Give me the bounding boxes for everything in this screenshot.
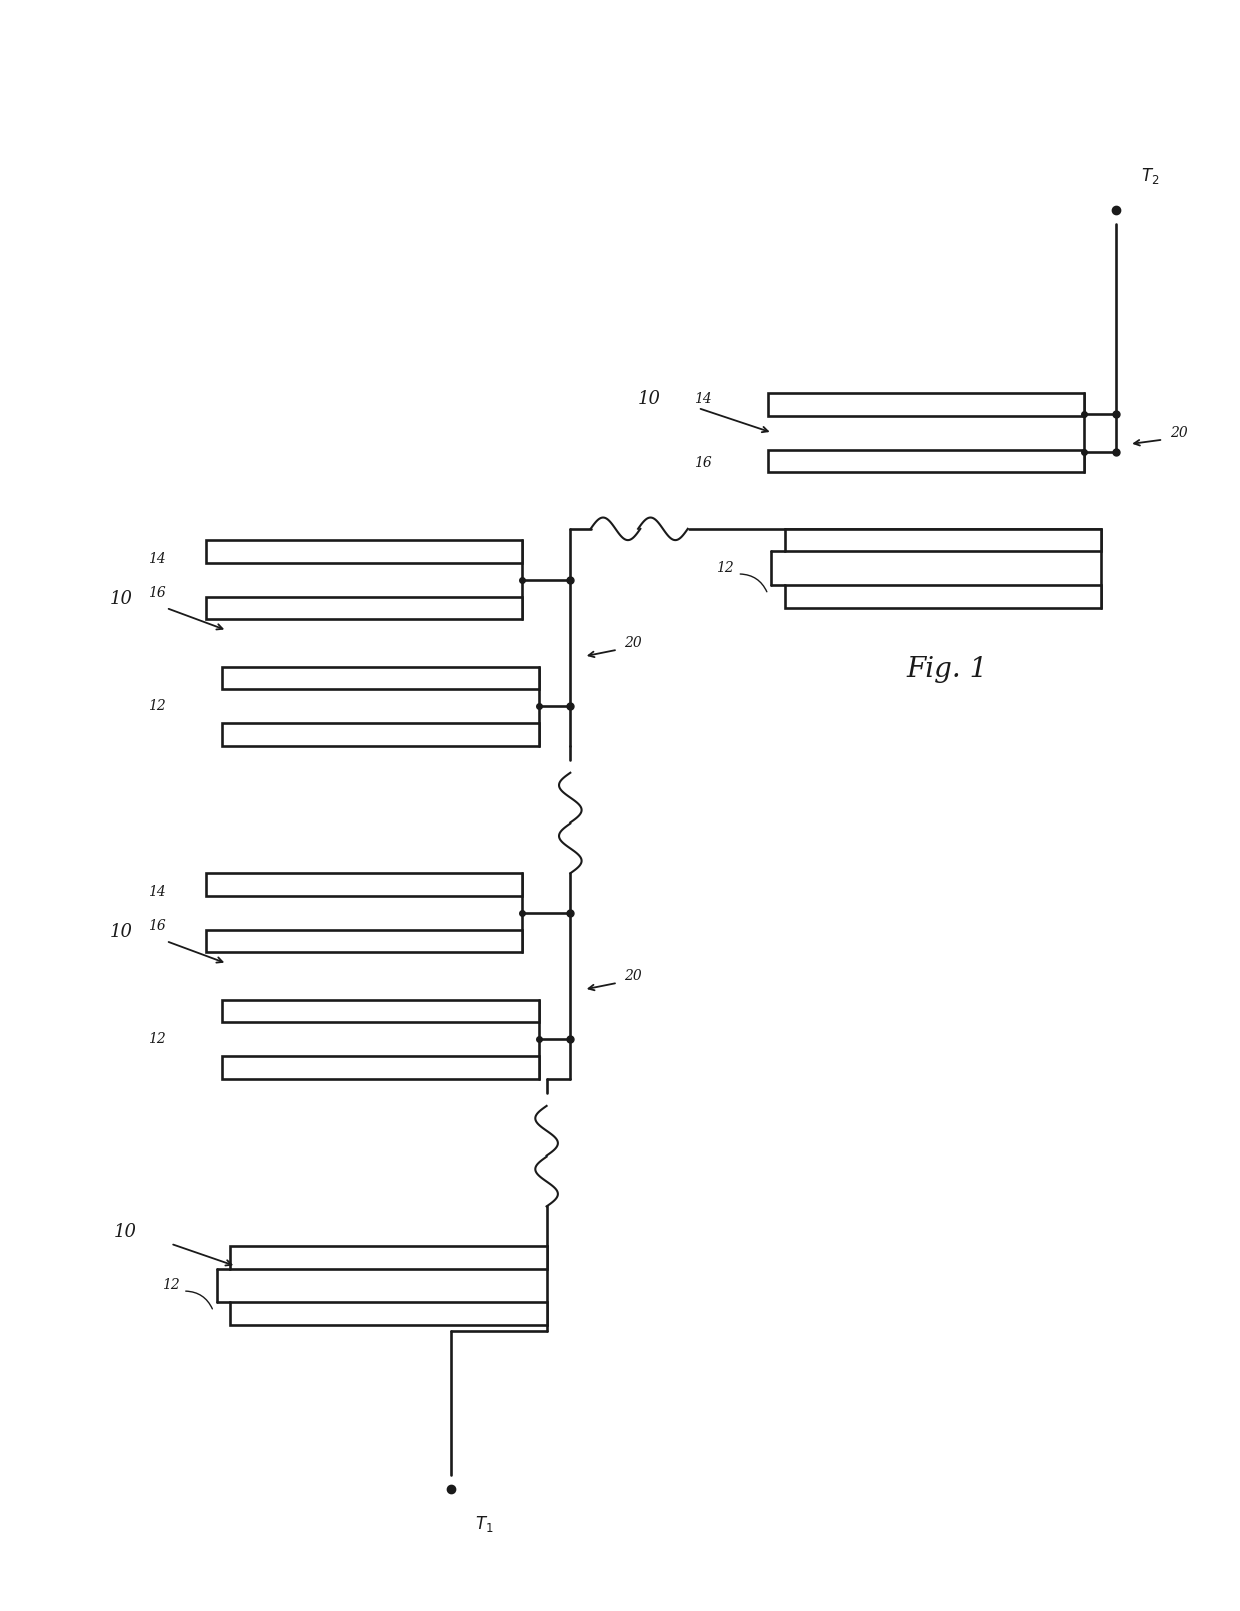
Bar — [222, 1000, 538, 1023]
Text: 20: 20 — [1171, 425, 1188, 440]
Text: $T_2$: $T_2$ — [1141, 166, 1159, 185]
Text: 16: 16 — [149, 920, 166, 933]
Bar — [222, 667, 538, 690]
Bar — [222, 1057, 538, 1079]
Text: 10: 10 — [114, 1223, 136, 1242]
Text: 10: 10 — [109, 590, 133, 607]
Text: $T_1$: $T_1$ — [475, 1514, 494, 1534]
Text: 10: 10 — [109, 923, 133, 941]
Bar — [206, 596, 522, 619]
Text: 16: 16 — [149, 586, 166, 601]
Text: Fig. 1: Fig. 1 — [906, 657, 988, 683]
Text: 12: 12 — [149, 1033, 166, 1046]
Bar — [206, 930, 522, 952]
Bar — [768, 393, 1084, 416]
Bar — [231, 1302, 547, 1324]
Bar — [222, 723, 538, 746]
Text: 12: 12 — [162, 1279, 180, 1292]
Bar — [206, 873, 522, 896]
Bar — [206, 540, 522, 562]
Bar — [785, 528, 1101, 551]
Text: 12: 12 — [149, 699, 166, 714]
Text: 14: 14 — [149, 886, 166, 899]
Text: 16: 16 — [693, 456, 712, 470]
Text: 14: 14 — [149, 553, 166, 567]
Text: 20: 20 — [625, 970, 642, 983]
Bar — [231, 1245, 547, 1268]
Text: 12: 12 — [717, 561, 734, 575]
Bar — [785, 585, 1101, 607]
Text: 20: 20 — [625, 636, 642, 649]
Text: 14: 14 — [693, 391, 712, 406]
Text: 10: 10 — [637, 390, 661, 408]
Bar — [768, 449, 1084, 472]
